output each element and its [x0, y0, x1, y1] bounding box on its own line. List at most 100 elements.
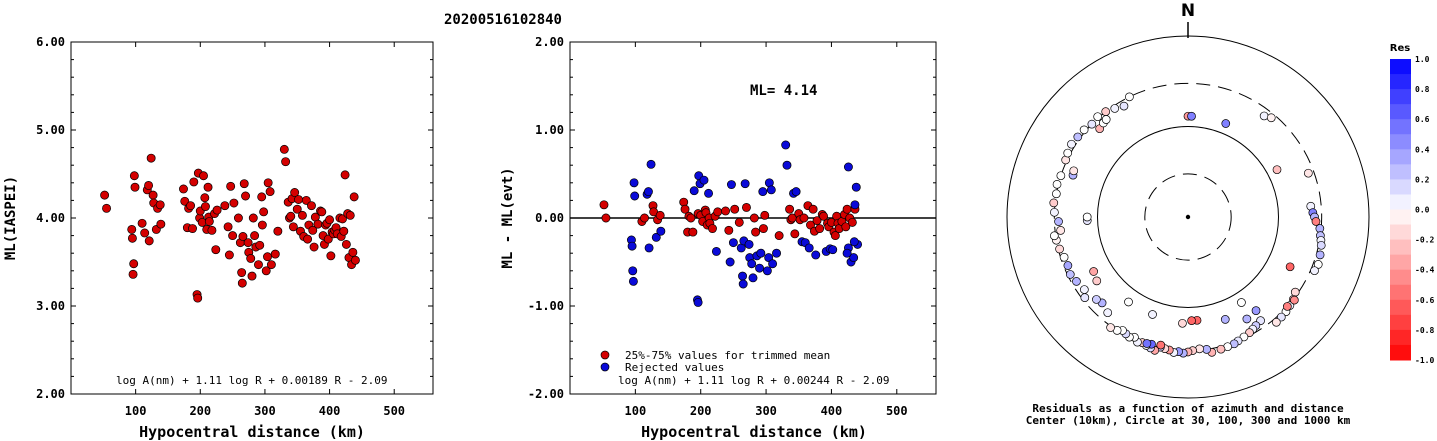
residual-point [1101, 107, 1111, 117]
residual-point [1092, 295, 1101, 304]
data-point [144, 236, 154, 246]
data-point [137, 218, 147, 228]
legend-marker-trimmed [600, 350, 610, 360]
residual-point [1049, 231, 1059, 241]
data-point [212, 205, 222, 215]
data-point [341, 239, 351, 249]
data-point [348, 247, 358, 257]
data-point [790, 229, 800, 239]
data-point [627, 241, 637, 251]
data-point [630, 191, 640, 201]
data-point [239, 179, 249, 189]
colorbar-tick-label: 0.0 [1415, 206, 1430, 215]
colorbar-tick-label: 0.8 [1415, 85, 1430, 94]
colorbar-tick-label: -0.6 [1415, 296, 1434, 305]
residual-point [1220, 315, 1230, 324]
data-point [224, 250, 234, 260]
data-point [128, 269, 138, 279]
x-tick-label: 300 [254, 404, 276, 418]
residual-point [1271, 317, 1281, 327]
residual-point [1311, 217, 1321, 226]
colorbar-segment [1390, 314, 1411, 331]
data-point [749, 213, 759, 223]
data-point [748, 273, 758, 283]
residual-point [1052, 179, 1062, 189]
distance-ring-1000km [1006, 35, 1370, 399]
residual-point [1093, 112, 1103, 122]
residual-point [1266, 113, 1276, 123]
residual-point [1276, 312, 1286, 322]
ml-vs-distance-panel: 100 200 300 400 500 2.00 3.00 4.00 5.00 6.00 ML(I… [3, 35, 434, 441]
data-point [146, 153, 156, 163]
data-point [693, 298, 703, 307]
residual-point [1079, 125, 1089, 135]
data-point [265, 187, 275, 197]
data-point [243, 238, 253, 248]
data-point [646, 159, 656, 169]
data-point [130, 182, 140, 192]
data-point [338, 214, 347, 224]
residual-point [1178, 318, 1187, 328]
data-point [148, 190, 158, 200]
data-point [725, 257, 735, 267]
data-point [309, 242, 319, 252]
data-point [849, 253, 859, 263]
data-point [699, 175, 709, 185]
data-point [259, 207, 269, 217]
residual-vs-distance-panel: 100 200 300 400 500 -2.00 -1.00 0.00 1.00 2.00 ML… [500, 35, 937, 441]
residual-point [1073, 132, 1083, 142]
residual-point [1303, 168, 1313, 178]
formula-label: log A(nm) + 1.11 log R + 0.00244 R - 2.0… [618, 374, 890, 387]
data-point [266, 260, 276, 270]
data-point [250, 231, 260, 241]
distance-ring-30km [1144, 173, 1232, 261]
data-point [156, 219, 166, 229]
residual-point [1156, 340, 1166, 350]
data-point [655, 210, 665, 220]
x-axis-label: Hypocentral distance (km) [139, 423, 365, 441]
data-point [317, 207, 327, 217]
data-point [144, 180, 154, 190]
ml-value-label: ML= 4.14 [750, 83, 817, 99]
colorbar-segment [1390, 149, 1411, 165]
data-point [724, 225, 734, 235]
data-point [812, 216, 822, 226]
data-point [721, 206, 731, 216]
data-point [155, 200, 165, 210]
data-point [286, 211, 296, 221]
residual-point [1221, 119, 1231, 128]
residual-point [1059, 252, 1069, 262]
data-point [744, 239, 754, 249]
y-tick-label: 5.00 [36, 123, 65, 137]
data-point [640, 213, 649, 223]
data-point [711, 246, 721, 256]
residual-point [1052, 189, 1061, 199]
colorbar-tick-label: 0.6 [1415, 115, 1430, 124]
data-point [781, 140, 791, 150]
residual-point [1187, 316, 1196, 326]
data-point [313, 219, 323, 229]
x-axis-label: Hypocentral distance (km) [641, 423, 867, 441]
data-point [680, 204, 690, 214]
data-point [127, 233, 137, 243]
residual-point [1315, 250, 1325, 260]
data-point [651, 232, 661, 242]
data-point [350, 255, 360, 265]
y-tick-label: 2.00 [36, 387, 65, 401]
data-point [704, 188, 714, 198]
data-point [628, 276, 638, 286]
residual-point [1259, 111, 1269, 121]
data-point [303, 234, 313, 244]
data-point [713, 207, 723, 217]
data-point [842, 248, 852, 258]
data-point [323, 234, 333, 244]
colorbar-segment [1390, 299, 1411, 316]
data-point [772, 248, 781, 258]
data-point [751, 227, 761, 237]
data-point [273, 226, 283, 236]
azimuth-residual-map: N Residuals as a function of azimuth and… [1006, 1, 1434, 427]
data-point [340, 170, 350, 180]
data-point [223, 222, 233, 232]
residual-point [1124, 297, 1133, 307]
residual-point [1080, 293, 1090, 302]
